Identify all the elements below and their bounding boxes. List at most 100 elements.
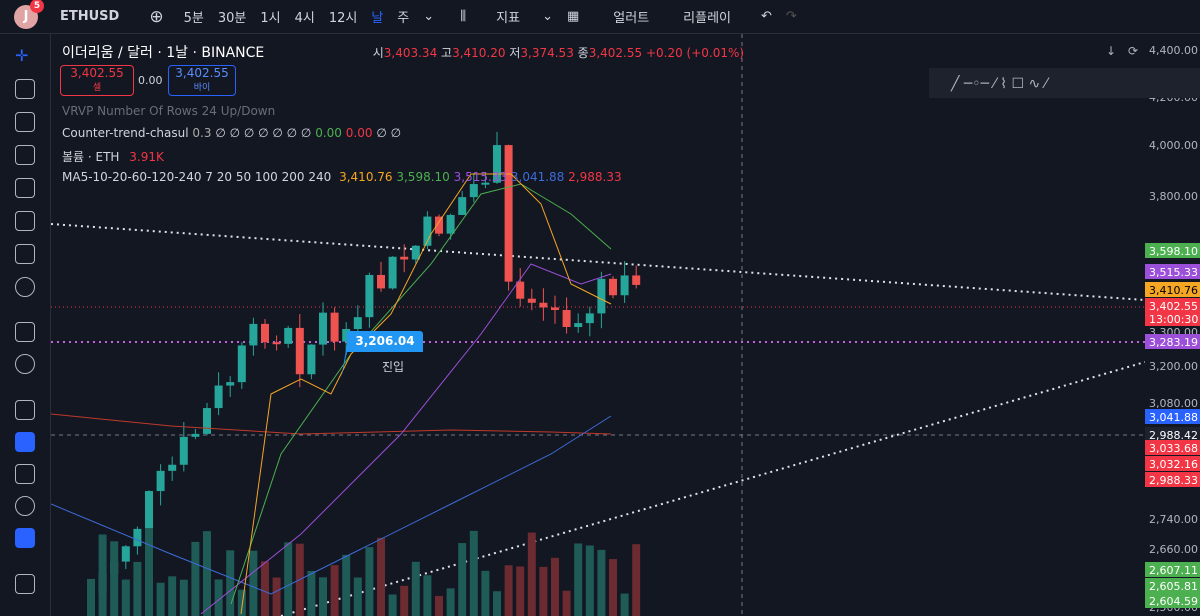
layouts[interactable]: ▦ (566, 9, 580, 24)
candle-body (411, 245, 420, 260)
price-tag (1145, 334, 1200, 349)
candle-body (342, 328, 351, 342)
tool[interactable] (15, 464, 35, 484)
add[interactable]: ⊕ (149, 6, 164, 27)
interval[interactable]: 5분 (183, 11, 204, 26)
undo[interactable]: ↶ (761, 9, 772, 24)
ma-line (51, 415, 612, 595)
interval[interactable]: 1시 (260, 11, 281, 26)
volume-bar (400, 585, 409, 616)
symbol[interactable]: ETHUSD (60, 9, 120, 24)
candle-body (585, 313, 594, 324)
indicators[interactable]: 지표 (496, 11, 521, 26)
chart-type[interactable]: ⫼ (460, 9, 467, 24)
interval[interactable]: 12시 (328, 11, 358, 26)
price-tag (1145, 472, 1200, 487)
candle-body (423, 216, 432, 246)
price-tag-label: 2,607.11 (1149, 564, 1198, 577)
dropdown[interactable]: ⌄ (542, 9, 553, 24)
candle-body (168, 464, 177, 471)
volume-bar (284, 542, 293, 616)
annotation-label: 진입 (382, 360, 404, 374)
redo[interactable]: ↷ (785, 9, 797, 24)
study-volume: 볼륨 · ETH 3.91K (62, 148, 164, 165)
ma-line (200, 263, 612, 615)
tool[interactable] (15, 145, 35, 165)
tool[interactable] (15, 574, 35, 594)
interval[interactable]: 날 (371, 11, 384, 26)
floating-tools[interactable]: ╱ ─◦─ ⁄ ⌇ ☐ ∿ ⁄ (950, 75, 1050, 92)
reset-button[interactable]: ⟳ (1128, 44, 1138, 58)
candle-body (458, 197, 467, 215)
tool[interactable] (15, 178, 35, 198)
volume-bar (98, 534, 107, 616)
chart: 3,206.04 진입 4,400.004,200.004,000.003,80… (51, 34, 1200, 616)
price-tag-label: 2,605.81 (1149, 580, 1198, 593)
candle-body (319, 312, 327, 345)
volume-bar (469, 530, 478, 616)
volume-bar (272, 577, 281, 616)
legend: 이더리움 / 달러 · 1날 · BINANCE 시3,403.34 고3,41… (62, 42, 744, 62)
alert[interactable]: 얼러트 (613, 11, 650, 26)
annotation-price: 3,206.04 (355, 334, 414, 348)
dropdown[interactable]: ⌄ (423, 9, 435, 24)
interval[interactable]: 30분 (217, 11, 247, 26)
volume-bar (226, 550, 235, 616)
values: ∅ ∅ ∅ ∅ ∅ ∅ ∅ (215, 126, 312, 140)
volume-bar (237, 589, 246, 616)
tool[interactable] (15, 400, 35, 420)
spread: 0.00 (138, 74, 163, 87)
study-counter: Counter-trend-chasul 0.3 ∅ ∅ ∅ ∅ ∅ ∅ ∅ 0… (62, 126, 401, 140)
volume-bar (574, 543, 583, 616)
price-tag (1145, 264, 1200, 279)
volume-bar (110, 541, 119, 616)
candle-body (353, 317, 362, 329)
tool[interactable] (15, 79, 35, 99)
tool[interactable] (15, 354, 35, 374)
sell-button[interactable]: 3,402.55 셀 (60, 65, 134, 96)
sell-price: 3,402.55 (70, 66, 124, 80)
candle-body (214, 385, 223, 409)
candle-body (121, 546, 130, 562)
candle-body (156, 470, 165, 492)
tool[interactable] (15, 496, 35, 516)
price-tag (1145, 282, 1200, 297)
candle-body (620, 275, 629, 296)
candle-body (191, 433, 200, 437)
volume-bar (353, 577, 362, 616)
candle-body (597, 278, 606, 314)
buy-price: 3,402.55 (175, 66, 229, 80)
tool[interactable] (15, 432, 35, 452)
buy-label: 바이 (193, 83, 211, 93)
tool[interactable] (15, 244, 35, 264)
tool[interactable] (15, 112, 35, 132)
label: 종 (577, 46, 589, 60)
name: MA5-10-20-60-120-240 (62, 170, 202, 184)
candle-body (632, 275, 641, 285)
candle-body (365, 274, 374, 318)
buy-button[interactable]: 3,402.55 바이 (168, 65, 236, 96)
volume-bar (388, 594, 397, 616)
study-vrvp: VRVP Number Of Rows 24 Up/Down (62, 104, 276, 118)
tool[interactable]: ✛ (15, 46, 29, 65)
volume-bar (585, 545, 594, 616)
badge: 5 (30, 0, 44, 13)
tool[interactable] (15, 277, 35, 297)
scroll-button[interactable]: ↓ (1106, 44, 1116, 58)
volume-bar (551, 557, 559, 616)
interval[interactable]: 주 (397, 11, 410, 26)
price-axis: 4,400.004,200.004,000.003,800.003,300.00… (1145, 34, 1200, 616)
tool[interactable] (15, 528, 35, 548)
interval[interactable]: 4시 (294, 11, 315, 26)
replay[interactable]: 리플레이 (683, 11, 732, 26)
tool[interactable] (15, 211, 35, 231)
volume-bar (203, 531, 211, 616)
value: 3,041.88 (510, 170, 565, 184)
volume-bar (342, 554, 351, 616)
tool[interactable] (15, 322, 35, 342)
candle-body (574, 323, 583, 328)
candle-body (307, 344, 316, 375)
axis-label: 2,740.00 (1149, 513, 1198, 526)
